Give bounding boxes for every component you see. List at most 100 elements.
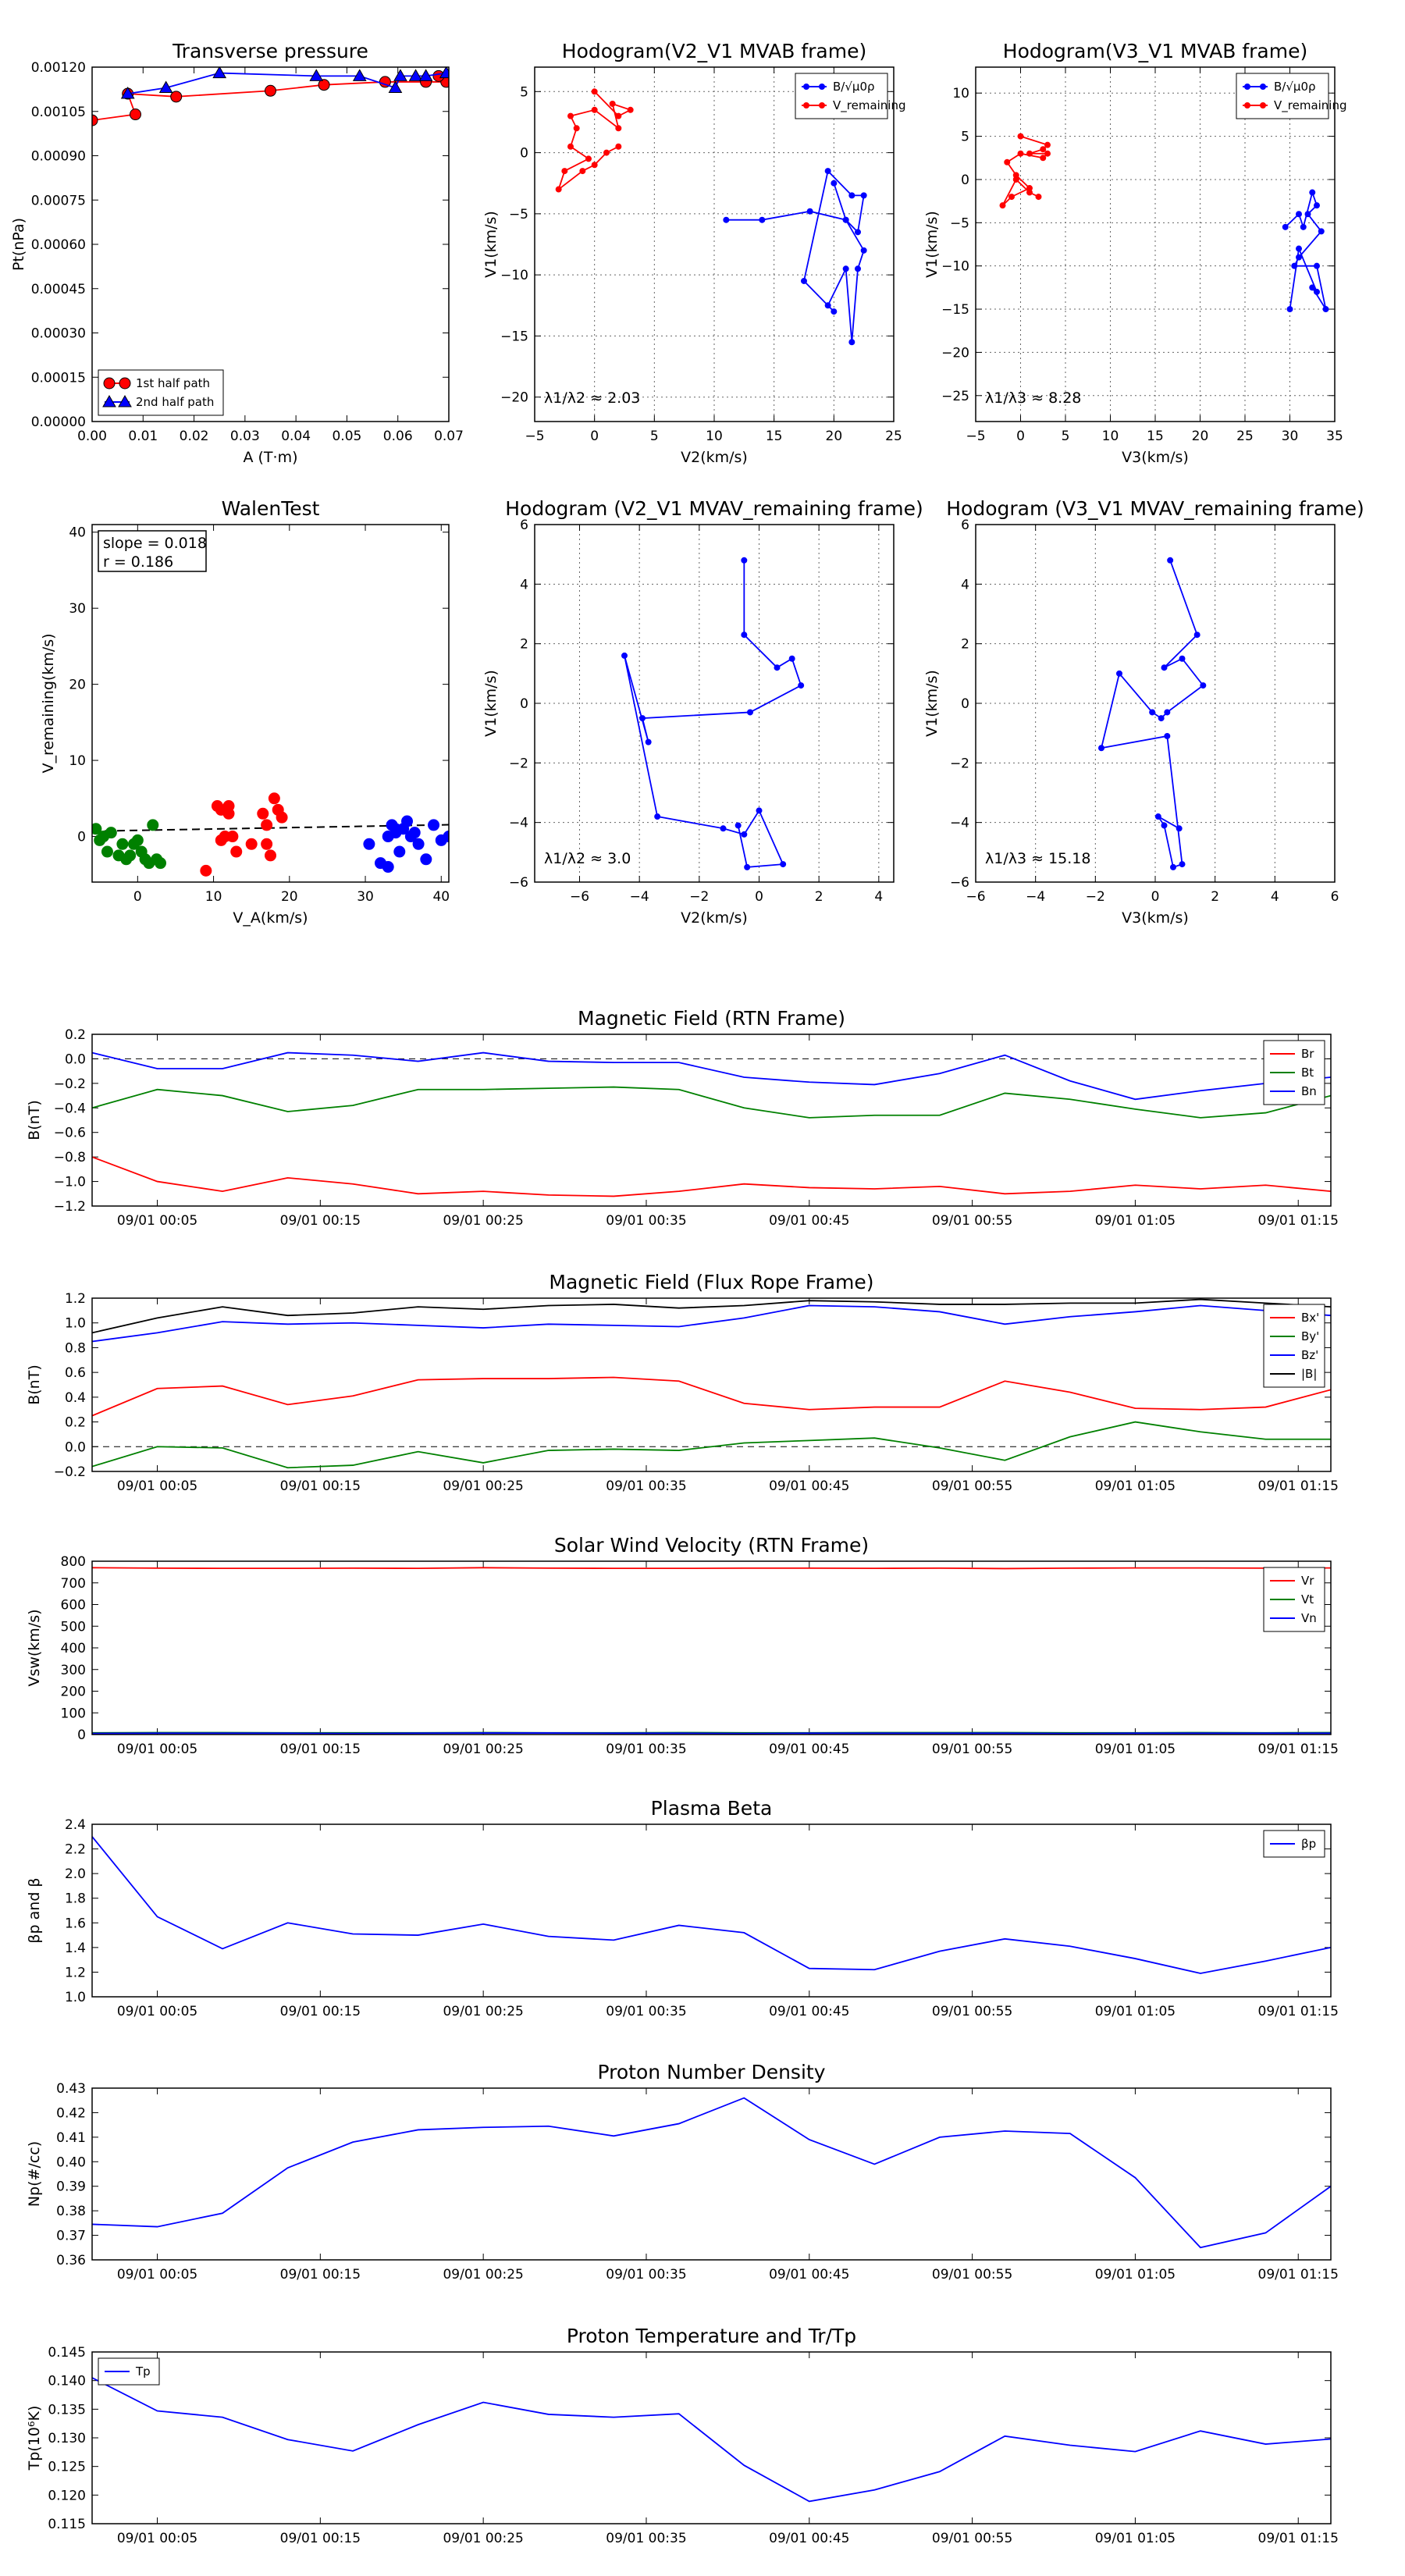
x-tick-label: 15 (766, 429, 783, 444)
legend-marker (803, 84, 809, 90)
y-tick-label: 0.00120 (31, 60, 86, 76)
data-point (382, 861, 394, 873)
ticks: −5 0 5 10 15 20 25 −20 −15 −10 −5 0 5 (500, 67, 902, 444)
data-point (1004, 158, 1011, 165)
x-tick-label: 0 (755, 889, 763, 905)
data-point (1026, 150, 1033, 157)
x-tick-label: 0.05 (332, 429, 361, 444)
annotation-text: λ1/λ2 ≈ 3.0 (544, 850, 631, 867)
x-tick-label: 09/01 00:35 (606, 2267, 686, 2282)
x-tick-label: 25 (1236, 429, 1254, 444)
y-tick-label: −10 (500, 268, 528, 283)
plot-area (92, 1567, 1331, 1735)
x-tick-label: 09/01 00:15 (280, 2267, 361, 2282)
data-point (352, 69, 367, 81)
y-tick-label: 0.125 (48, 2460, 86, 2475)
y-tick-label: 0.130 (48, 2431, 86, 2446)
legend-entry: 1st half path (136, 376, 210, 390)
x-tick-label: 09/01 00:15 (280, 2531, 361, 2546)
legend-entry: By' (1301, 1329, 1319, 1343)
ticks: 09/01 00:05 09/01 00:15 09/01 00:25 09/01 0… (54, 1027, 1339, 1229)
data-point (1012, 176, 1019, 183)
data-point (1176, 825, 1183, 832)
data-point (999, 202, 1006, 209)
series-line (92, 1376, 1331, 1417)
series-vremaining (999, 133, 1051, 209)
data-point (230, 845, 243, 858)
data-point (245, 838, 258, 850)
data-point (567, 143, 574, 150)
data-point (615, 112, 622, 119)
data-point (824, 168, 831, 175)
x-tick-label: 09/01 00:55 (932, 2531, 1012, 2546)
y-tick-label: 800 (61, 1554, 86, 1570)
data-point (265, 849, 276, 862)
data-point (129, 109, 141, 121)
data-point (855, 265, 861, 272)
series-s2 (363, 815, 449, 873)
series-line (92, 1567, 1331, 1570)
series-line (92, 1051, 1331, 1101)
y-tick-label: 0 (961, 696, 969, 712)
y-axis-label: V1(km/s) (482, 211, 500, 278)
x-axis-label: V2(km/s) (681, 909, 748, 927)
x-axis-label: V3(km/s) (1122, 449, 1189, 466)
y-tick-label: −2 (950, 756, 969, 771)
y-tick-label: 1.0 (65, 1316, 86, 1332)
x-tick-label: −6 (966, 889, 985, 905)
y-tick-label: 500 (61, 1619, 86, 1635)
chart-5: Hodogram (V2_V1 MVAV_remaining frame)−6−… (482, 497, 923, 927)
data-point (741, 831, 748, 838)
ticks: −6 −4 −2 0 2 4 6 −6 −4 −2 0 2 4 6 (950, 518, 1339, 905)
chart-title: Hodogram (V3_V1 MVAV_remaining frame) (946, 497, 1364, 520)
legend-marker (1244, 84, 1250, 90)
data-point (261, 838, 273, 850)
series-line (92, 1421, 1331, 1469)
y-tick-label: −0.2 (54, 1076, 86, 1092)
data-point (155, 857, 167, 870)
y-axis-label: V1(km/s) (482, 670, 500, 737)
x-tick-label: 30 (357, 889, 374, 905)
series-line (1100, 560, 1204, 869)
series-vremaining (555, 88, 634, 193)
y-tick-label: 0.00105 (31, 105, 86, 120)
x-tick-label: 09/01 00:35 (606, 2531, 686, 2546)
data-point (591, 106, 598, 113)
x-axis-label: V2(km/s) (681, 449, 748, 466)
series-line (92, 1298, 1331, 1334)
y-axis-label: Np(#/cc) (26, 2141, 43, 2207)
data-point (124, 849, 137, 862)
y-tick-label: 0.00045 (31, 282, 86, 297)
x-tick-label: 09/01 00:05 (117, 1742, 197, 1757)
data-point (639, 715, 646, 722)
data-point (609, 100, 616, 107)
y-tick-label: 0 (77, 830, 86, 845)
y-tick-label: −2 (509, 756, 528, 771)
y-tick-label: 1.0 (65, 1990, 86, 2005)
x-tick-label: 09/01 00:25 (443, 2531, 523, 2546)
x-tick-label: 09/01 00:35 (606, 1213, 686, 1229)
plot-frame (91, 1823, 1332, 1998)
plot-frame (91, 2351, 1332, 2524)
legend-frame (98, 369, 224, 416)
x-tick-label: 0 (1016, 429, 1025, 444)
plot-area (92, 792, 449, 877)
data-point (1286, 306, 1293, 313)
data-point (591, 162, 598, 169)
x-tick-label: 09/01 01:05 (1095, 1742, 1176, 1757)
x-axis-label: V3(km/s) (1122, 909, 1189, 927)
data-point (561, 168, 568, 175)
y-tick-label: 20 (69, 678, 86, 693)
plot-frame (534, 524, 895, 883)
x-tick-label: 0 (133, 889, 142, 905)
x-tick-label: 09/01 01:05 (1095, 2267, 1176, 2282)
data-point (573, 125, 580, 132)
data-point (363, 838, 375, 850)
plot-frame (91, 1297, 1332, 1472)
data-point (1193, 632, 1200, 639)
data-point (1179, 655, 1186, 662)
y-tick-label: 0.6 (65, 1365, 86, 1381)
y-tick-label: 0.0 (65, 1439, 86, 1455)
y-tick-label: 0.120 (48, 2488, 86, 2503)
